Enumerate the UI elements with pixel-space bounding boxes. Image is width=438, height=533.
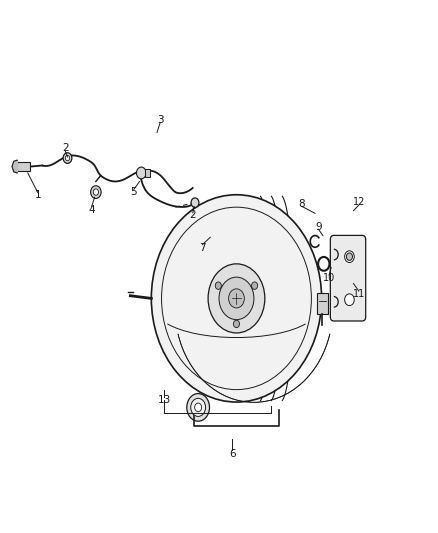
Text: 2: 2 [62, 143, 69, 154]
Text: 10: 10 [323, 273, 335, 283]
Circle shape [187, 393, 209, 421]
Circle shape [346, 253, 353, 261]
Circle shape [229, 289, 244, 308]
Polygon shape [12, 160, 17, 173]
Circle shape [151, 195, 321, 402]
Text: 7: 7 [199, 243, 206, 253]
Circle shape [194, 403, 201, 411]
Circle shape [137, 167, 146, 179]
Circle shape [65, 156, 70, 161]
Text: 11: 11 [353, 289, 365, 299]
Bar [17, 163, 30, 171]
Text: 8: 8 [299, 199, 305, 209]
Text: 4: 4 [88, 205, 95, 215]
Circle shape [345, 251, 354, 263]
Circle shape [191, 398, 205, 416]
Text: 5: 5 [131, 187, 137, 197]
Circle shape [91, 185, 101, 198]
Circle shape [93, 189, 99, 195]
Circle shape [219, 277, 254, 320]
Text: 3: 3 [157, 115, 163, 125]
Text: 12: 12 [353, 197, 366, 207]
Text: 9: 9 [315, 222, 322, 232]
Bar [145, 168, 150, 177]
FancyBboxPatch shape [330, 236, 366, 321]
Circle shape [251, 282, 258, 289]
Circle shape [208, 264, 265, 333]
Text: 13: 13 [158, 395, 171, 406]
Circle shape [345, 294, 354, 305]
Circle shape [233, 320, 240, 328]
Circle shape [63, 153, 72, 164]
Text: 1: 1 [35, 190, 41, 200]
Text: 6: 6 [229, 449, 235, 458]
Circle shape [215, 282, 221, 289]
Circle shape [191, 198, 199, 207]
Text: 2: 2 [190, 211, 196, 221]
Bar [317, 293, 328, 314]
